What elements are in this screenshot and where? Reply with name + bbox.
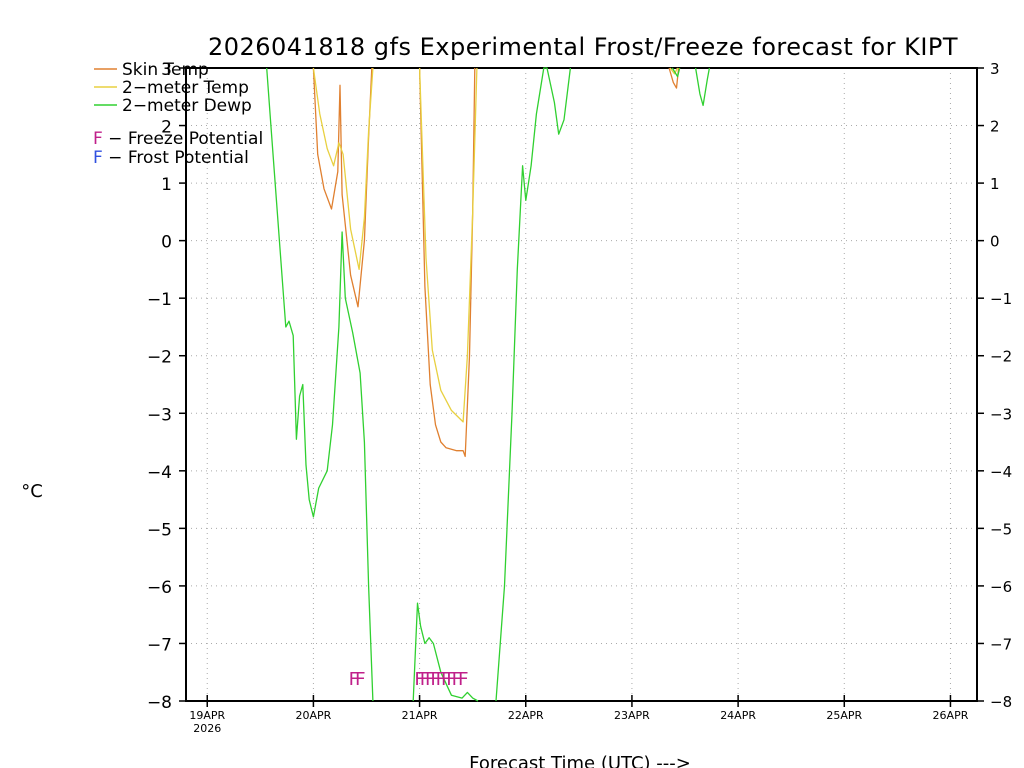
y-tick-label-right: −8 [990, 693, 1012, 711]
x-tick-label: 22APR [508, 709, 544, 722]
grid-lines [186, 67, 977, 702]
x-tick-label: 20APR [296, 709, 332, 722]
y-tick-label: −3 [147, 405, 172, 425]
freeze-potential-marker: F [451, 669, 462, 690]
x-tick-label: 21APR [402, 709, 438, 722]
freeze-potential-marker: F [458, 669, 469, 690]
y-tick-label-right: −7 [990, 635, 1012, 653]
y-tick-label-right: −1 [990, 290, 1012, 308]
freeze-potential-marker: F [355, 669, 366, 690]
series-line-2-meter-dewp [266, 67, 374, 702]
series-line-skin-temp [668, 67, 680, 89]
freeze-potential-marker: F [435, 669, 446, 690]
series-line-skin-temp [418, 67, 476, 458]
y-tick-label: −5 [147, 520, 172, 540]
plot-frame [185, 67, 978, 702]
y-tick-label: −6 [147, 578, 172, 598]
y-tick-label: −4 [147, 463, 172, 483]
freeze-potential-marker: F [441, 669, 452, 690]
y-tick-label: −7 [147, 635, 172, 655]
y-tick-label-right: −4 [990, 463, 1012, 481]
y-tick-label: 3 [161, 60, 172, 80]
y-axis-label: °C [21, 481, 43, 502]
y-tick-label-right: −3 [990, 405, 1012, 423]
x-tick-sublabel: 2026 [193, 722, 221, 735]
freeze-potential-marker: F [430, 669, 441, 690]
y-tick-label: −2 [147, 348, 172, 368]
y-tick-label-right: 2 [990, 118, 1000, 136]
x-axis-label: Forecast Time (UTC) ---> [469, 753, 691, 768]
potential-legend-label: F − Frost Potential [93, 148, 249, 168]
series-line-2-meter-temp [418, 67, 478, 423]
y-tick-label-right: 3 [990, 60, 1000, 78]
freeze-potential-marker: F [425, 669, 436, 690]
series-line-2-meter-dewp [671, 67, 681, 78]
x-tick-label: 23APR [614, 709, 650, 722]
series-line-skin-temp [312, 67, 373, 308]
legend-label: 2−meter Dewp [122, 96, 252, 116]
x-tick-label: 26APR [933, 709, 969, 722]
freeze-potential-marker: F [446, 669, 457, 690]
chart-title: 2026041818 gfs Experimental Frost/Freeze… [208, 33, 958, 61]
series-line-2-meter-dewp [495, 67, 572, 702]
y-tick-label-right: 1 [990, 175, 1000, 193]
freeze-potential-marker: F [414, 669, 425, 690]
axes-layer: −8 −8 −7 −7 −6 −6 −5 −5 −4 −4 −3 −3 −2 −2 −1 −1 0 0 1 1 2 2 3 3… [147, 60, 1012, 735]
freeze-potential-marker: F [348, 669, 359, 690]
y-tick-label: 1 [161, 175, 172, 195]
y-tick-label: 2 [161, 118, 172, 138]
y-tick-label: 0 [161, 233, 172, 253]
series-line-2-meter-dewp [694, 67, 711, 107]
freeze-potential-marker: F [419, 669, 430, 690]
x-tick-label: 25APR [826, 709, 862, 722]
potential-legend-label: F − Freeze Potential [93, 129, 263, 149]
y-tick-label-right: −2 [990, 348, 1012, 366]
y-tick-label: −1 [147, 290, 172, 310]
y-tick-label-right: 0 [990, 233, 1000, 251]
y-tick-label-right: −6 [990, 578, 1012, 596]
x-tick-label: 19APR [189, 709, 225, 722]
series-layer [266, 67, 711, 702]
y-tick-label-right: −5 [990, 520, 1012, 538]
series-line-2-meter-temp [669, 67, 679, 75]
legend-label: Skin Temp [122, 60, 209, 80]
series-line-2-meter-dewp [412, 602, 479, 702]
legend-label: 2−meter Temp [122, 78, 249, 98]
series-line-2-meter-temp [312, 67, 374, 271]
y-tick-label: −8 [147, 693, 172, 713]
x-tick-label: 24APR [720, 709, 756, 722]
